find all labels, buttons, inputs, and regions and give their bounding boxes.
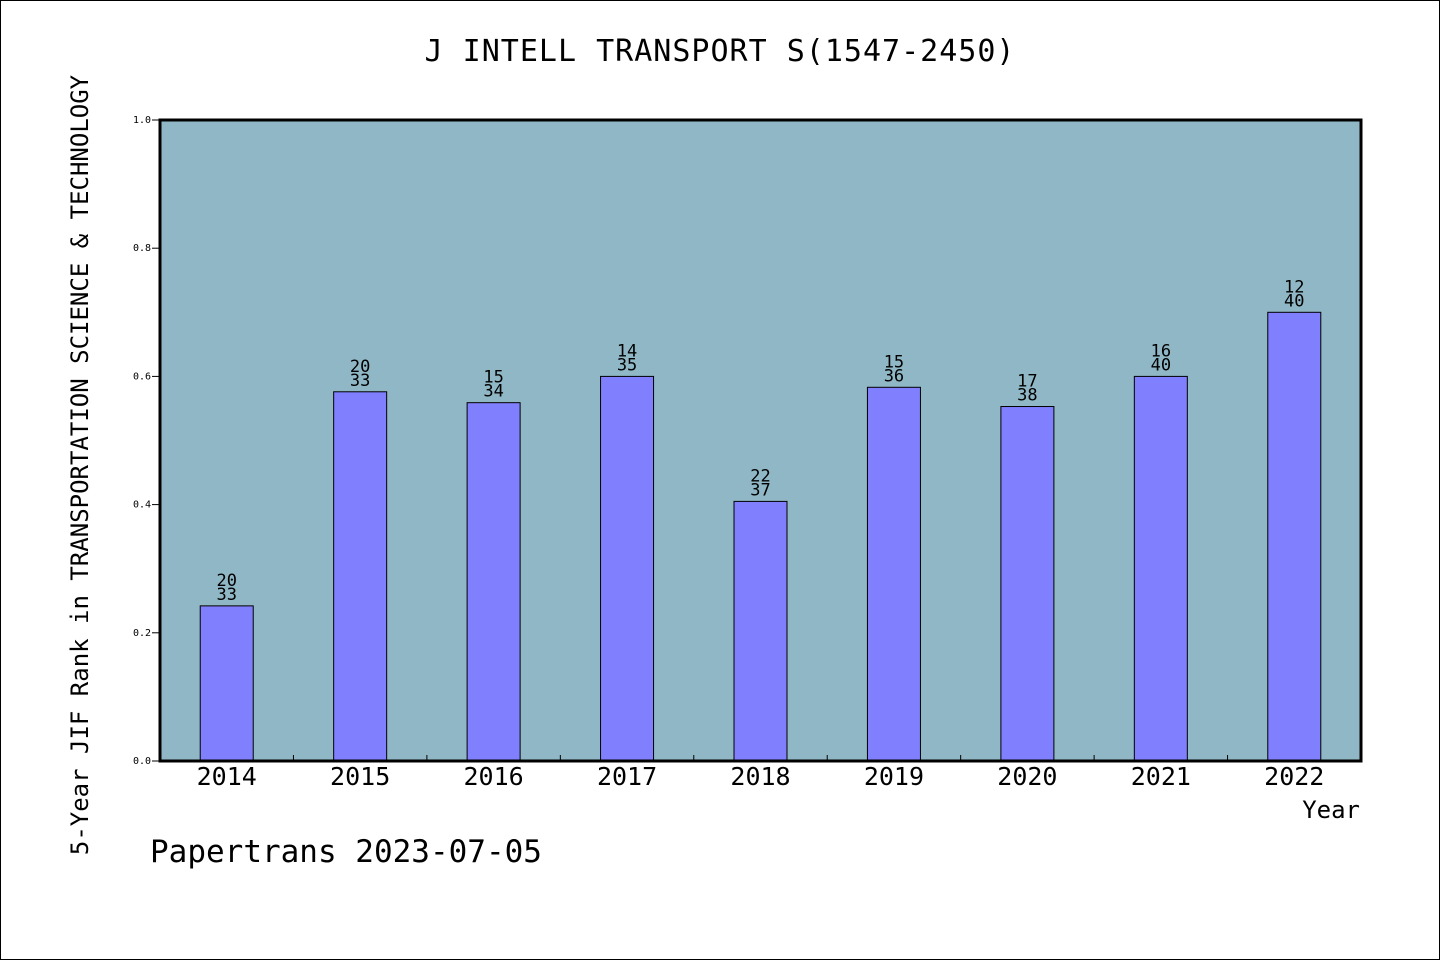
y-tick-label: 0.4 xyxy=(133,500,151,511)
bar-rank-label: 22 xyxy=(750,466,770,486)
bar-2019 xyxy=(866,386,921,762)
bar-2016 xyxy=(466,402,521,762)
bar-2020 xyxy=(1000,406,1055,762)
x-tick-label: 2020 xyxy=(997,762,1057,791)
bar-total-label: 33 xyxy=(350,371,370,391)
plot-border xyxy=(158,118,1363,763)
bar-2015 xyxy=(333,391,388,762)
x-tick-label: 2015 xyxy=(330,762,390,791)
y-tick-label: 0.0 xyxy=(133,756,151,767)
bar-rank-label: 20 xyxy=(216,571,236,591)
y-tick-label: 0.2 xyxy=(133,628,151,639)
x-tick-label: 2021 xyxy=(1131,762,1191,791)
bar-2021 xyxy=(1133,375,1188,762)
bar-rank-label: 15 xyxy=(483,368,503,388)
x-tick-label: 2017 xyxy=(597,762,657,791)
y-tick-label: 0.8 xyxy=(133,243,151,254)
x-tick-label: 2014 xyxy=(197,762,257,791)
x-tick-label: 2016 xyxy=(464,762,524,791)
bar-rank-label: 15 xyxy=(884,352,904,372)
chart-title: J INTELL TRANSPORT S(1547-2450) xyxy=(424,34,1016,69)
bar-rank-label: 14 xyxy=(617,341,637,361)
bar-total-label: 38 xyxy=(1017,386,1037,406)
bar-total-label: 37 xyxy=(750,480,770,500)
x-tick-label: 2022 xyxy=(1264,762,1324,791)
x-tick-label: 2019 xyxy=(864,762,924,791)
bar-total-label: 40 xyxy=(1151,355,1171,375)
bar-rank-label: 17 xyxy=(1017,372,1037,392)
bar-rank-label: 20 xyxy=(350,357,370,377)
y-tick-label: 0.6 xyxy=(133,371,151,382)
x-axis-label: Year xyxy=(1302,796,1360,824)
x-tick-label: 2018 xyxy=(730,762,790,791)
bar-total-label: 40 xyxy=(1284,291,1304,311)
bar-total-label: 34 xyxy=(483,382,503,402)
bar-total-label: 33 xyxy=(216,585,236,605)
bar-2018 xyxy=(733,500,788,762)
bar-total-label: 36 xyxy=(884,366,904,386)
bar-2022 xyxy=(1267,311,1322,762)
bar-total-label: 35 xyxy=(617,355,637,375)
bar-rank-label: 12 xyxy=(1284,277,1304,297)
bar-2017 xyxy=(600,375,655,762)
y-tick-label: 1.0 xyxy=(133,115,151,126)
footer-credit: Papertrans 2023-07-05 xyxy=(150,834,542,870)
bar-rank-label: 16 xyxy=(1151,341,1171,361)
bar-2014 xyxy=(199,605,254,762)
